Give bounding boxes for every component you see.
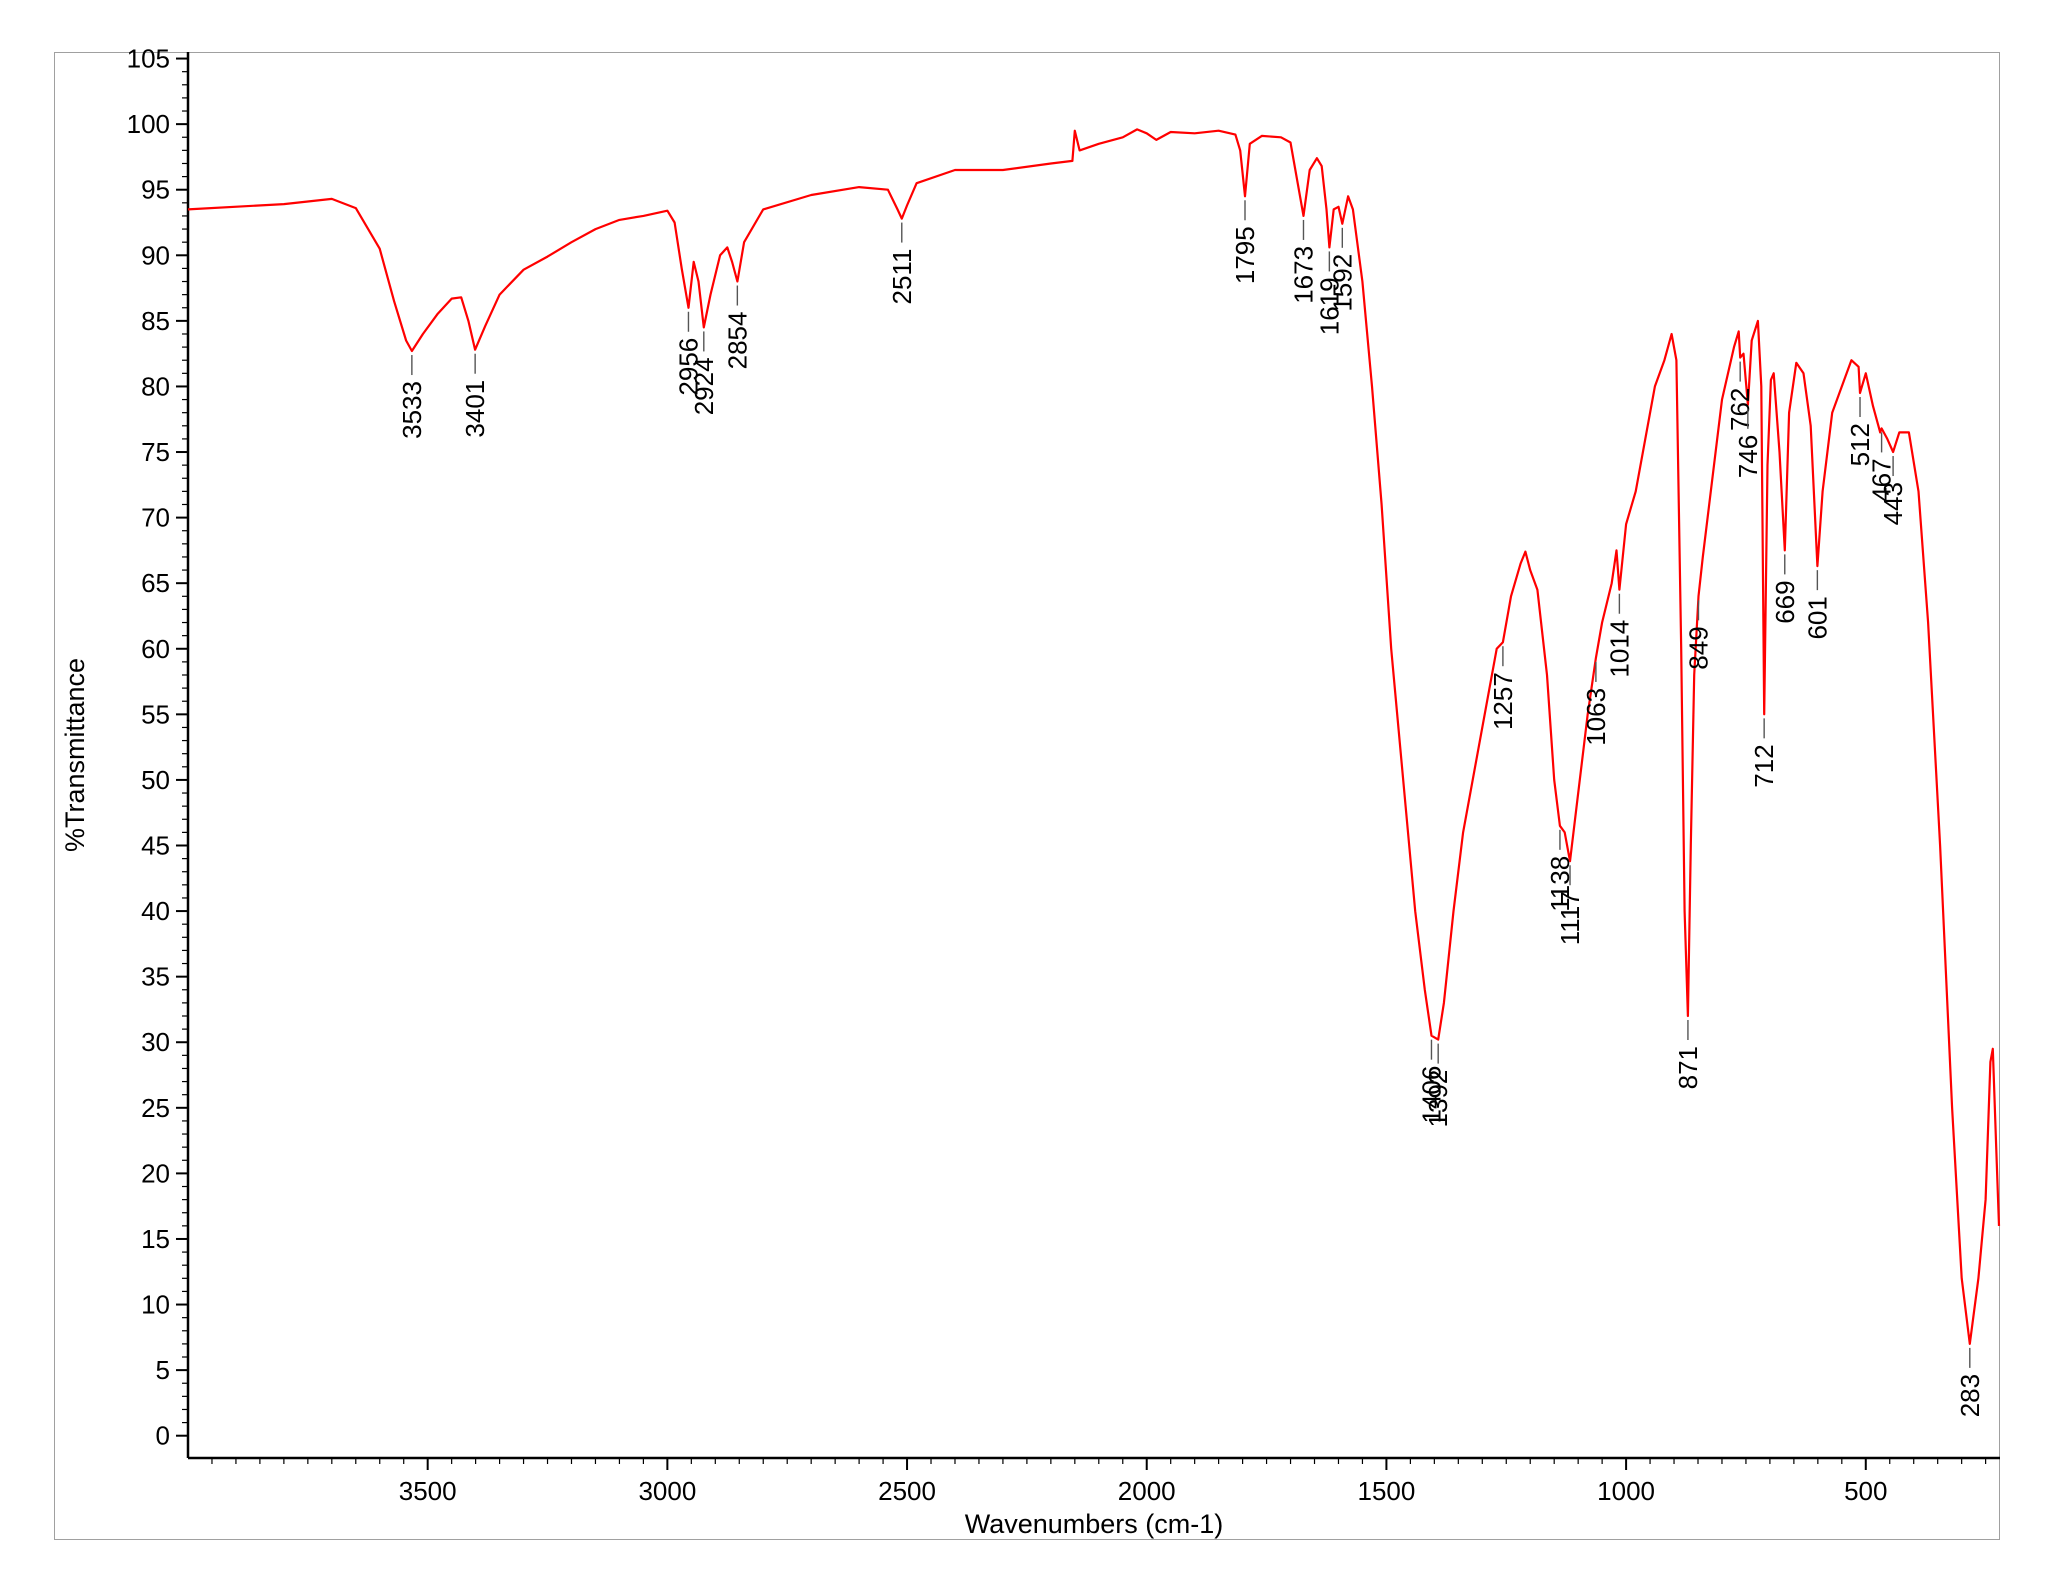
- peak-label-group: 443: [1878, 456, 1908, 525]
- y-tick-label: 65: [141, 568, 170, 598]
- peak-label-group: 1795: [1230, 200, 1260, 284]
- peak-label: 2511: [887, 249, 917, 305]
- peak-label: 1063: [1581, 688, 1611, 746]
- peak-label: 1406: [1416, 1066, 1446, 1124]
- y-axis-title: %Transmittance: [60, 658, 90, 852]
- peak-label: 849: [1683, 626, 1713, 669]
- x-axis-title: Wavenumbers (cm-1): [965, 1509, 1224, 1539]
- peak-label: 712: [1749, 744, 1779, 787]
- peak-label-group: 3401: [460, 353, 490, 438]
- peak-label-group: 1592: [1327, 227, 1357, 312]
- peak-label-group: 1063: [1581, 661, 1611, 746]
- x-tick-label: 2500: [878, 1476, 936, 1506]
- y-tick-label: 55: [141, 699, 170, 729]
- peak-label: 2924: [689, 357, 719, 415]
- peak-label: 669: [1770, 580, 1800, 623]
- y-tick-label: 90: [141, 240, 170, 270]
- y-tick-label: 75: [141, 437, 170, 467]
- y-tick-label: 45: [141, 830, 170, 860]
- y-tick-label: 20: [141, 1158, 170, 1188]
- peak-label: 443: [1878, 482, 1908, 525]
- peak-label: 1592: [1327, 254, 1357, 312]
- y-tick-label: 50: [141, 765, 170, 795]
- peak-label-group: 1392: [1423, 1043, 1453, 1128]
- peak-label: 871: [1673, 1046, 1703, 1089]
- peak-label: 3401: [460, 380, 490, 438]
- peak-label: 1117: [1555, 891, 1585, 945]
- y-tick-label: 95: [141, 175, 170, 205]
- axes: [186, 52, 2000, 1460]
- x-tick-label: 3500: [399, 1476, 457, 1506]
- y-tick-label: 105: [127, 44, 170, 74]
- x-tick-label: 2000: [1118, 1476, 1176, 1506]
- y-tick-label: 80: [141, 371, 170, 401]
- peak-label-group: 283: [1955, 1347, 1985, 1417]
- peak-label-group: 1117: [1555, 865, 1585, 945]
- y-tick-label: 0: [156, 1421, 170, 1451]
- y-tick-label: 15: [141, 1224, 170, 1254]
- y-tick-label: 85: [141, 306, 170, 336]
- peak-label: 762: [1725, 388, 1755, 431]
- peak-label-group: 1619: [1314, 251, 1344, 335]
- y-tick-label: 70: [141, 503, 170, 533]
- spectrum-line: [187, 128, 2001, 1345]
- peak-label-group: 1406: [1416, 1039, 1446, 1124]
- x-tick-label: 3000: [638, 1476, 696, 1506]
- peak-label: 467: [1867, 458, 1897, 501]
- peak-label-group: 849: [1683, 600, 1713, 670]
- y-tick-label: 100: [127, 109, 170, 139]
- peak-label-group: 871: [1673, 1020, 1703, 1089]
- peak-label: 2956: [673, 338, 703, 396]
- peak-label: 3533: [397, 381, 427, 439]
- peak-label-group: 1014: [1604, 593, 1634, 678]
- peak-label: 2854: [722, 312, 752, 370]
- peak-label: 1619: [1314, 277, 1344, 335]
- peak-label-group: 1673: [1288, 219, 1318, 304]
- y-tick-label: 25: [141, 1093, 170, 1123]
- peak-label-group: 512: [1845, 397, 1875, 466]
- peak-label-group: 2854: [722, 285, 752, 370]
- peak-label-group: 712: [1749, 718, 1779, 788]
- peak-label: 1795: [1230, 226, 1260, 284]
- peak-label: 746: [1733, 435, 1763, 478]
- peak-label-group: 2511: [887, 222, 917, 305]
- x-ticks: 3500 3000 2500 2000 1500 1000 500: [211, 1458, 1987, 1506]
- peak-label: 283: [1955, 1374, 1985, 1417]
- y-tick-label: 5: [156, 1355, 170, 1385]
- peak-label: 601: [1802, 596, 1832, 639]
- y-tick-label: 10: [141, 1290, 170, 1320]
- y-tick-label: 30: [141, 1027, 170, 1057]
- y-tick-label: 60: [141, 634, 170, 664]
- peak-label-group: 1257: [1488, 646, 1518, 730]
- peak-label: 1014: [1604, 620, 1634, 678]
- y-ticks: 0 5 10 15 20 25 30 35 40 45 50 55 60 65 70 75 80 85 90 95 10…: [127, 44, 188, 1451]
- peak-label-group: 669: [1770, 554, 1800, 624]
- chart-frame: [54, 52, 2000, 1540]
- peak-label-group: 467: [1867, 432, 1897, 502]
- y-tick-label: 40: [141, 896, 170, 926]
- y-tick-label: 35: [141, 962, 170, 992]
- peak-label-group: 2956: [673, 311, 703, 396]
- peak-label: 1392: [1423, 1070, 1453, 1128]
- x-tick-label: 1500: [1357, 1476, 1415, 1506]
- peak-label-group: 2924: [689, 331, 719, 415]
- peak-label-group: 601: [1802, 570, 1832, 640]
- x-tick-label: 500: [1844, 1476, 1887, 1506]
- peak-label-group: 762: [1725, 361, 1755, 431]
- peak-label: 512: [1845, 423, 1875, 466]
- peak-label: 1673: [1288, 246, 1318, 304]
- x-tick-label: 1000: [1597, 1476, 1655, 1506]
- peak-label-group: 3533: [397, 355, 427, 439]
- peak-label-group: 746: [1733, 408, 1763, 478]
- peak-label: 1257: [1488, 672, 1518, 730]
